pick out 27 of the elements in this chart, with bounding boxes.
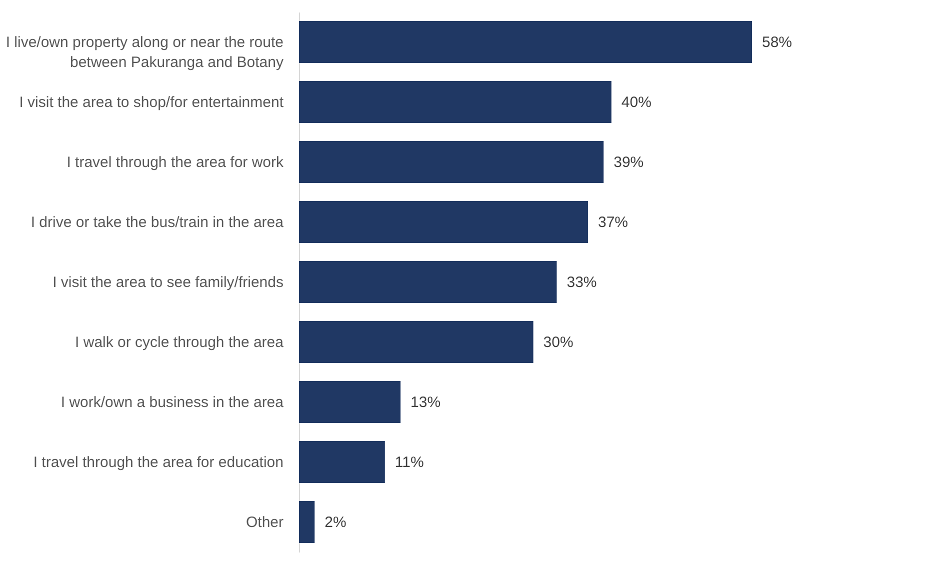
bar bbox=[299, 501, 315, 543]
data-label: 11% bbox=[394, 454, 424, 471]
y-tick-label: I walk or cycle through the area bbox=[75, 334, 284, 351]
bar bbox=[299, 381, 401, 423]
y-tick-label: I live/own property along or near the route between Pakuranga and Botany bbox=[6, 34, 284, 71]
data-label: 58% bbox=[762, 34, 792, 51]
bar bbox=[299, 201, 588, 243]
bar bbox=[299, 21, 752, 63]
bar bbox=[299, 141, 604, 183]
data-label: 30% bbox=[543, 334, 574, 351]
y-tick-label: I travel through the area for work bbox=[66, 154, 284, 171]
bar bbox=[299, 441, 385, 483]
y-tick-label: Other bbox=[246, 514, 284, 531]
data-label: 39% bbox=[614, 154, 644, 171]
y-tick-label: I visit the area to see family/friends bbox=[52, 274, 284, 291]
bar bbox=[299, 321, 534, 363]
y-tick-label: I work/own a business in the area bbox=[60, 394, 284, 411]
data-label: 37% bbox=[598, 214, 628, 231]
y-tick-label: I travel through the area for education bbox=[33, 454, 284, 471]
bar bbox=[299, 81, 612, 123]
bar bbox=[299, 261, 557, 303]
y-tick-label: I drive or take the bus/train in the area bbox=[30, 214, 284, 231]
data-label: 2% bbox=[324, 514, 346, 531]
data-label: 13% bbox=[410, 394, 441, 411]
y-tick-label: I visit the area to shop/for entertainment bbox=[19, 94, 284, 111]
data-label: 40% bbox=[621, 94, 652, 111]
data-label: 33% bbox=[566, 274, 597, 291]
